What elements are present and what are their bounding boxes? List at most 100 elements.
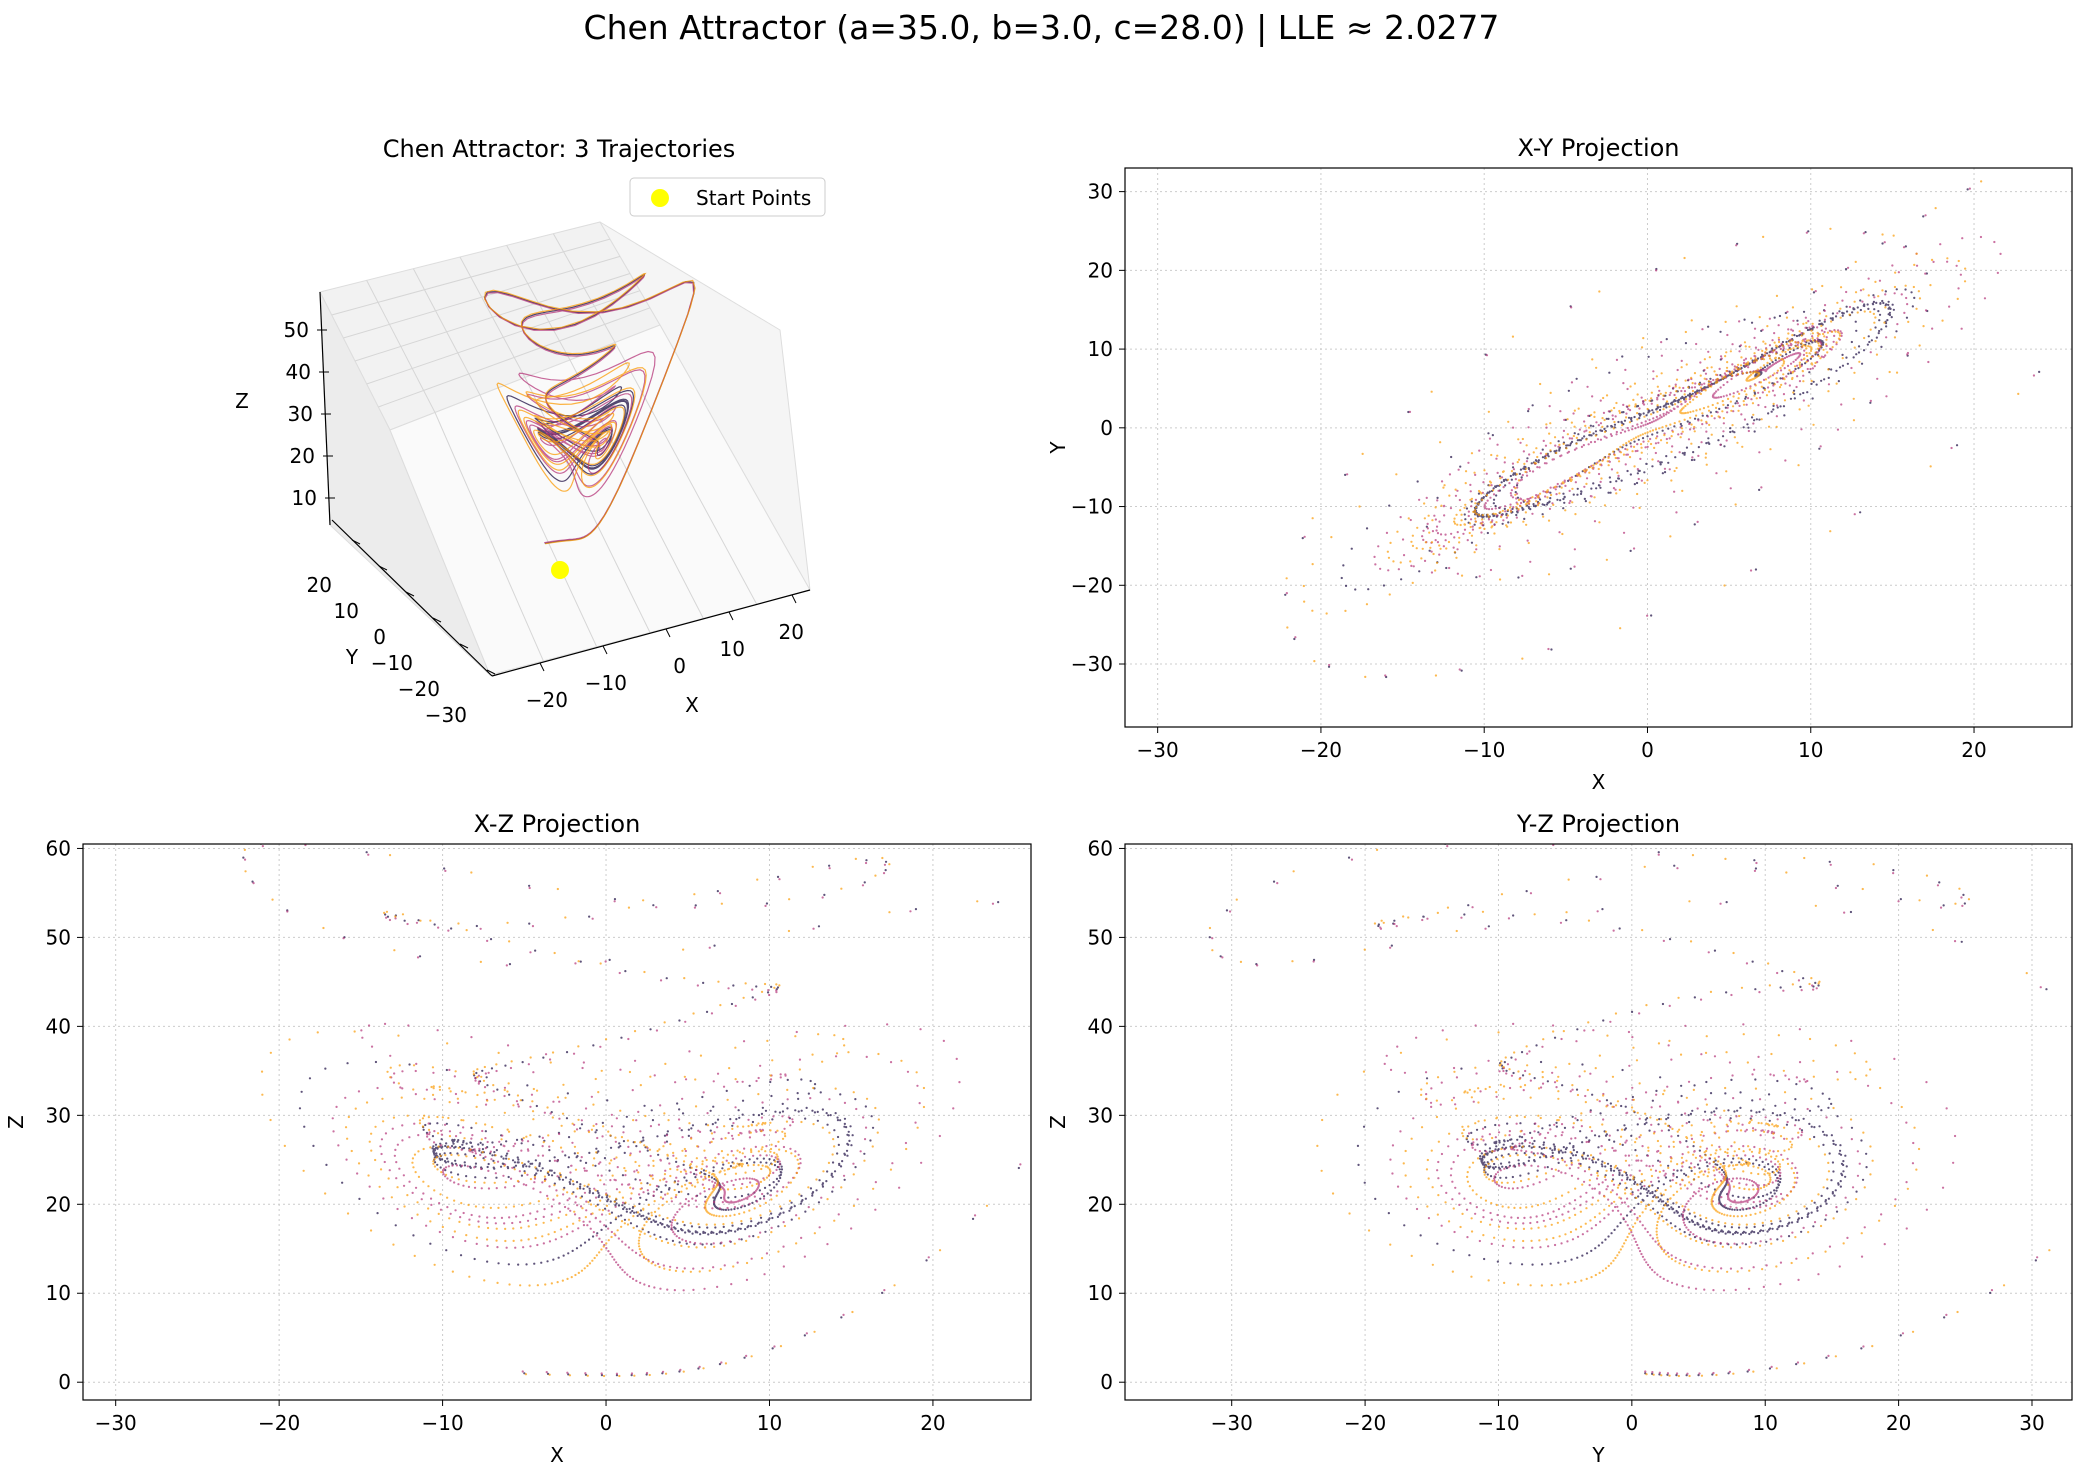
xy-ytick-label: 30 [1088,180,1113,204]
yz-xtick-label: 30 [2019,1411,2044,1435]
x-ticks-3d: −20 −10 0 10 20 [526,594,804,712]
y-tick-label: −20 [398,677,440,701]
xz-ytick-label: 10 [46,1281,71,1305]
trajectory-3d-2 [484,274,695,544]
xy-ytick-label: 0 [1100,416,1113,440]
yz-xtick-label: 10 [1752,1411,1777,1435]
z-tick-label: 10 [292,486,317,510]
z-ticks-3d: 10 20 30 40 50 [284,318,335,510]
xz-xtick-label: −20 [258,1411,300,1435]
xz-title: X-Z Projection [474,810,641,838]
xz-series-3 [243,848,989,1378]
xy-xtick-label: 20 [1961,738,1986,762]
yz-xtick-label: −30 [1211,1411,1253,1435]
xy-xtick-label: −10 [1463,738,1505,762]
trajectory-3d-1 [483,273,695,544]
yz-ytick-label: 60 [1088,836,1113,860]
grid3d-line [378,307,651,408]
xy-ytick-label: −10 [1071,495,1113,519]
y-axis-label: Y [345,645,359,669]
panel-3d-attractor: Chen Attractor: 3 Trajectories 102030405… [235,135,826,727]
yz-xtick-label: 0 [1625,1411,1638,1435]
xz-ytick-label: 50 [46,925,71,949]
z-tick-label: 20 [290,444,315,468]
x-tick-mark [665,628,671,638]
trajectory-3d-3 [483,272,696,545]
xy-ytick-label: −20 [1071,573,1113,597]
grid3d-line [434,412,544,662]
xz-grid [83,844,1031,1400]
y-tick-label: −10 [371,651,413,675]
yz-points [1208,844,2051,1378]
xy-xtick-label: 10 [1798,738,1823,762]
z-axis-line [319,291,331,526]
xz-ytick-label: 0 [58,1370,71,1394]
trajectories-3d [483,272,696,545]
xy-points [1284,180,2041,679]
xz-ytick-label: 60 [46,836,71,860]
legend-marker-start-points [651,189,669,207]
legend-label-start-points: Start Points [696,186,811,210]
yz-ytick-label: 20 [1088,1192,1113,1216]
x-axis-label: X [685,693,699,717]
yz-series-3 [1208,848,2051,1378]
z-tick-label: 40 [286,360,311,384]
xz-ytick-label: 40 [46,1014,71,1038]
panel-yz-projection: −30 −20 −10 0 10 20 30 0 10 20 30 40 50 60 Y-Z Project… [1046,810,2073,1467]
y-tick-label: 0 [373,625,386,649]
figure-suptitle: Chen Attractor (a=35.0, b=3.0, c=28.0) |… [583,8,1500,47]
xy-series-3 [1285,180,2020,678]
y-tick-label: 10 [334,599,359,623]
xz-ytick-label: 20 [46,1192,71,1216]
yz-xtick-label: −20 [1344,1411,1386,1435]
yz-xlabel: Y [1591,1443,1605,1467]
x-tick-label: 20 [779,620,804,644]
grid3d-line [524,377,651,633]
xz-series-2 [243,844,1022,1375]
y-tick-mark [405,591,415,597]
xy-ylabel: Y [1046,441,1070,455]
yz-ytick-label: 10 [1088,1281,1113,1305]
xz-xtick-label: 10 [757,1411,782,1435]
x-tick-mark [539,662,545,672]
x-tick-label: 0 [673,654,686,678]
xz-axes-frame [82,843,1032,1401]
yz-ytick-label: 30 [1088,1103,1113,1127]
y-tick-mark [351,539,361,545]
panel-3d-title: Chen Attractor: 3 Trajectories [383,135,736,163]
xy-series-2 [1285,187,2036,677]
xy-grid [1125,168,2072,727]
yz-xtick-label: 20 [1886,1411,1911,1435]
yz-ytick-label: 0 [1100,1370,1113,1394]
z-tick-label: 30 [288,402,313,426]
yz-title: Y-Z Projection [1516,810,1680,838]
xz-xtick-label: −10 [421,1411,463,1435]
y-tick-label: 20 [307,573,332,597]
start-point-marker [551,561,569,579]
x-tick-mark [791,594,797,604]
y-tick-mark [378,565,388,571]
xz-xlabel: X [550,1443,564,1467]
yz-ylabel: Z [1046,1115,1070,1129]
xy-ytick-label: −30 [1071,652,1113,676]
z-axis-label: Z [235,389,249,413]
y-tick-mark [486,669,496,675]
xz-series-1 [242,844,1020,1377]
x-tick-label: −20 [526,688,568,712]
xy-title: X-Y Projection [1517,134,1679,162]
xz-ytick-label: 30 [46,1103,71,1127]
x-tick-mark [728,611,734,621]
xy-xlabel: X [1592,770,1606,794]
x-tick-mark [602,645,608,655]
xy-ytick-label: 20 [1088,258,1113,282]
panel-xy-projection: −30 −20 −10 0 10 20 −30 −20 −10 0 10 20 30 X-Y Projec… [1046,134,2073,794]
xz-xtick-label: 0 [600,1411,613,1435]
xy-series-1 [1284,188,2041,679]
yz-ytick-label: 50 [1088,925,1113,949]
legend-box [629,177,826,217]
x-tick-label: 10 [720,637,745,661]
xy-ytick-label: 10 [1088,337,1113,361]
y-tick-mark [459,643,469,649]
yz-xtick-label: −10 [1477,1411,1519,1435]
